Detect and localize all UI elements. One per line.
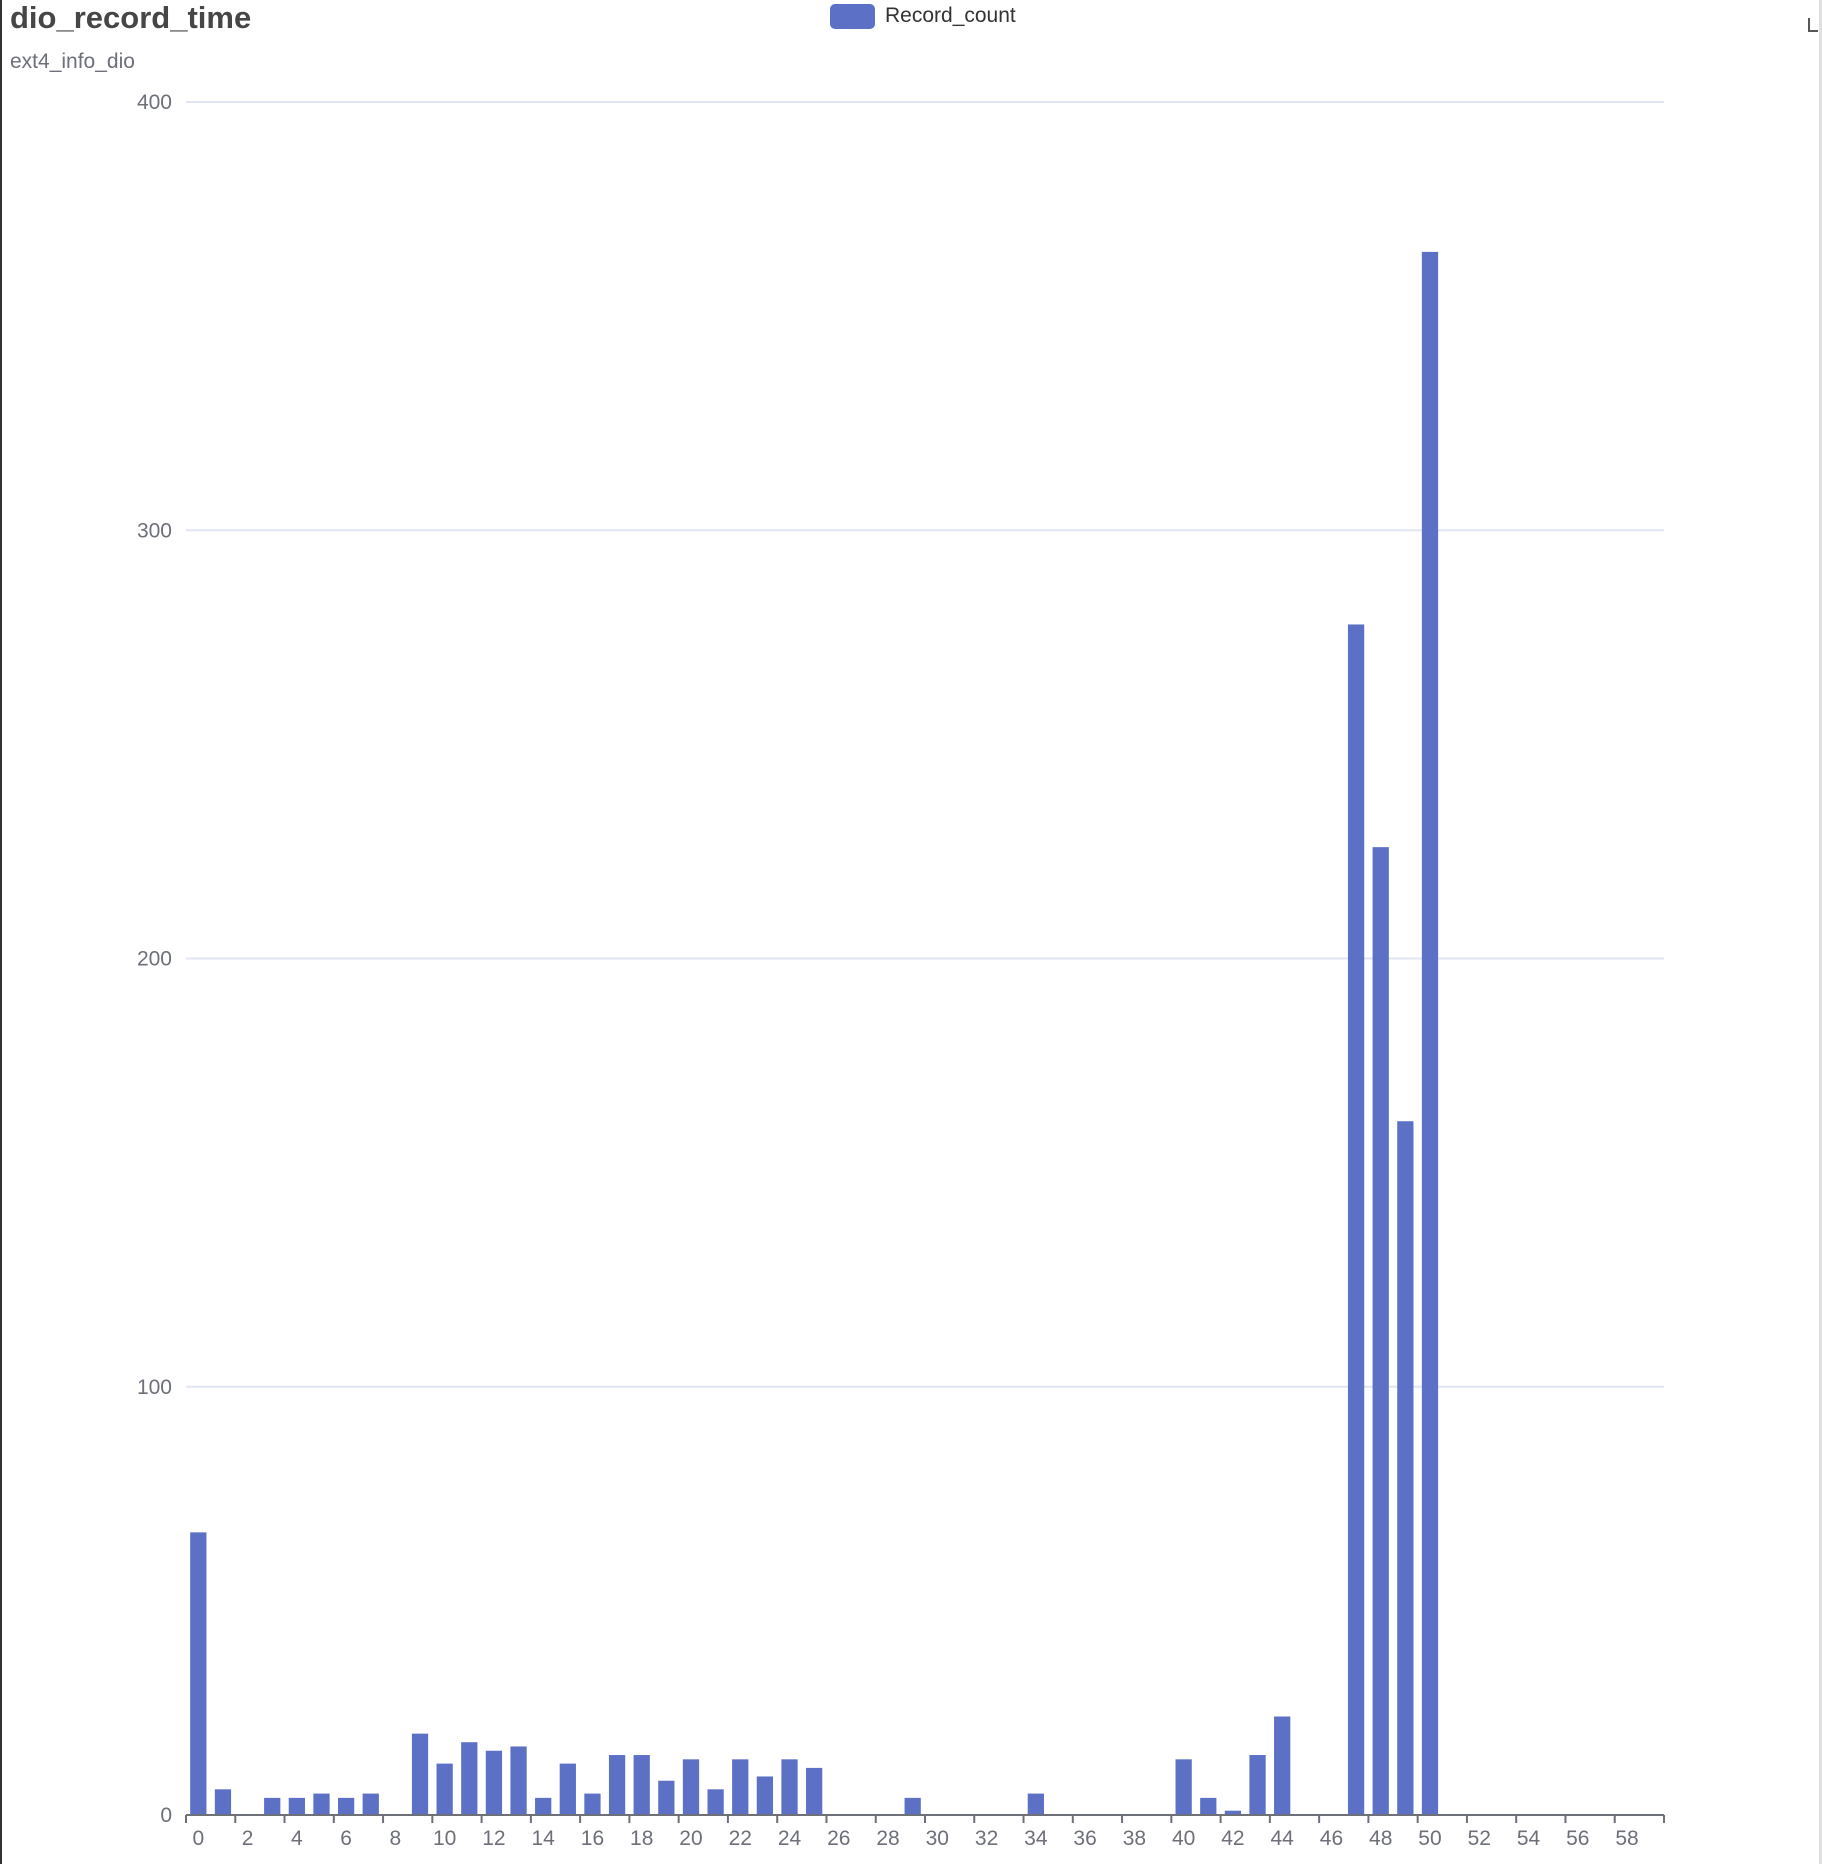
bar	[436, 1763, 453, 1815]
x-tick-label: 40	[1172, 1827, 1195, 1850]
x-tick-label: 44	[1271, 1827, 1295, 1850]
bar	[1200, 1797, 1217, 1815]
bar	[1027, 1793, 1044, 1815]
bar	[1175, 1759, 1192, 1815]
bar	[756, 1776, 774, 1815]
x-tick-label: 52	[1468, 1827, 1491, 1850]
bar	[190, 1532, 207, 1815]
bar	[510, 1746, 527, 1815]
bar	[559, 1763, 576, 1815]
bar	[682, 1759, 700, 1815]
y-tick-label: 0	[160, 1804, 172, 1827]
x-tick-label: 16	[581, 1827, 604, 1850]
x-tick-label: 50	[1418, 1827, 1441, 1850]
bar	[411, 1733, 429, 1815]
x-tick-label: 20	[679, 1827, 702, 1850]
bar	[214, 1789, 232, 1815]
bar	[1372, 847, 1389, 1815]
x-tick-label: 30	[926, 1827, 949, 1850]
bar	[288, 1797, 305, 1815]
x-tick-label: 58	[1615, 1827, 1638, 1850]
legend[interactable]: Record_count	[830, 2, 1016, 30]
x-tick-label: 26	[827, 1827, 850, 1850]
x-tick-label: 56	[1566, 1827, 1589, 1850]
bar	[633, 1755, 650, 1815]
bar	[707, 1789, 724, 1815]
bar	[362, 1793, 379, 1815]
x-tick-label: 28	[876, 1827, 899, 1850]
bar	[1274, 1716, 1291, 1815]
bar	[1224, 1810, 1242, 1815]
x-tick-label: 22	[729, 1827, 752, 1850]
x-tick-label: 54	[1517, 1827, 1541, 1850]
y-tick-label: 200	[137, 948, 172, 971]
bar	[264, 1797, 281, 1815]
legend-swatch[interactable]	[830, 3, 875, 29]
y-tick-label: 100	[137, 1376, 172, 1399]
x-tick-label: 12	[482, 1827, 505, 1850]
x-tick-label: 32	[975, 1827, 998, 1850]
bar	[584, 1793, 601, 1815]
x-tick-label: 4	[291, 1827, 303, 1850]
x-tick-label: 48	[1369, 1827, 1392, 1850]
y-tick-label: 400	[137, 91, 172, 114]
bar	[1421, 251, 1439, 1816]
window-edge	[1819, 0, 1822, 1864]
bar	[313, 1793, 330, 1815]
legend-label[interactable]: Record_count	[885, 4, 1016, 27]
bar	[781, 1759, 798, 1815]
bar	[904, 1797, 921, 1815]
x-tick-label: 2	[242, 1827, 254, 1850]
bar	[1347, 624, 1365, 1815]
bar	[732, 1759, 749, 1815]
expand-icon[interactable]	[1808, 18, 1818, 32]
x-tick-label: 46	[1320, 1827, 1343, 1850]
bar	[608, 1755, 626, 1815]
x-tick-label: 8	[390, 1827, 402, 1850]
chart-subtitle: ext4_info_dio	[10, 50, 135, 73]
y-tick-label: 300	[137, 519, 172, 542]
x-tick-label: 0	[192, 1827, 204, 1850]
x-tick-label: 38	[1123, 1827, 1146, 1850]
bar	[658, 1780, 675, 1815]
x-tick-label: 34	[1024, 1827, 1048, 1850]
bar	[806, 1767, 823, 1815]
bar	[337, 1797, 355, 1815]
bar	[461, 1742, 478, 1815]
chart-title: dio_record_time	[10, 0, 252, 35]
x-tick-label: 10	[433, 1827, 456, 1850]
x-tick-label: 14	[532, 1827, 556, 1850]
bar	[535, 1797, 552, 1815]
bar	[1249, 1755, 1266, 1815]
x-tick-label: 42	[1221, 1827, 1244, 1850]
x-tick-label: 24	[778, 1827, 802, 1850]
bar	[1397, 1121, 1414, 1815]
bar	[485, 1750, 503, 1815]
x-tick-label: 36	[1073, 1827, 1096, 1850]
x-tick-label: 6	[340, 1827, 352, 1850]
x-tick-label: 18	[630, 1827, 653, 1850]
